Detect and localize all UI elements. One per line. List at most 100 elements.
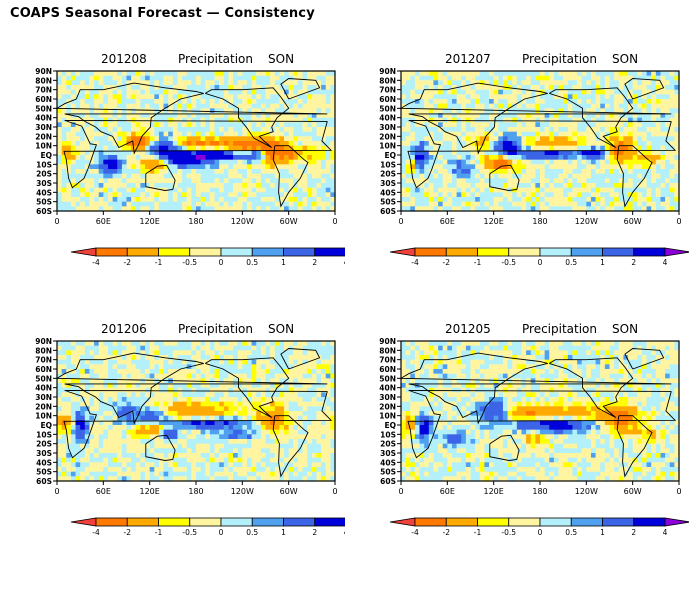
field-cell	[563, 122, 568, 127]
field-cell	[429, 127, 434, 132]
field-cell	[159, 364, 164, 369]
field-cell	[586, 90, 591, 95]
field-cell	[503, 164, 508, 169]
field-cell	[80, 416, 85, 421]
field-cell	[596, 178, 601, 183]
field-cell	[545, 188, 550, 193]
field-cell	[177, 183, 182, 188]
field-cell	[122, 136, 127, 141]
field-cell	[57, 99, 62, 104]
field-cell	[633, 80, 638, 85]
field-cell	[656, 178, 661, 183]
field-cell	[66, 425, 71, 430]
field-cell	[187, 132, 192, 137]
field-cell	[187, 155, 192, 160]
field-cell	[252, 104, 257, 109]
field-cell	[447, 127, 452, 132]
field-cell	[238, 155, 243, 160]
field-cell	[316, 118, 321, 123]
field-cell	[108, 80, 113, 85]
field-cell	[647, 174, 652, 179]
field-cell	[76, 155, 81, 160]
field-cell	[610, 192, 615, 197]
field-cell	[568, 202, 573, 207]
field-cell	[57, 122, 62, 127]
field-cell	[94, 406, 99, 411]
field-cell	[293, 169, 298, 174]
field-cell	[457, 169, 462, 174]
field-cell	[670, 80, 675, 85]
field-cell	[279, 192, 284, 197]
field-cell	[62, 416, 67, 421]
field-cell	[531, 118, 536, 123]
field-cell	[256, 350, 261, 355]
field-cell	[415, 155, 420, 160]
field-cell	[210, 76, 215, 81]
field-cell	[228, 76, 233, 81]
field-cell	[159, 392, 164, 397]
field-cell	[57, 402, 62, 407]
field-cell	[80, 76, 85, 81]
field-cell	[508, 127, 513, 132]
field-cell	[270, 374, 275, 379]
field-cell	[57, 346, 62, 351]
field-cell	[307, 71, 312, 76]
colorbar-segment	[478, 248, 509, 256]
field-cell	[247, 108, 252, 113]
field-cell	[238, 420, 243, 425]
field-cell	[113, 397, 118, 402]
field-cell	[531, 132, 536, 137]
field-cell	[298, 197, 303, 202]
field-cell	[596, 141, 601, 146]
field-cell	[215, 392, 220, 397]
field-cell	[159, 411, 164, 416]
field-cell	[633, 150, 638, 155]
field-cell	[150, 411, 155, 416]
field-cell	[62, 378, 67, 383]
field-cell	[642, 183, 647, 188]
field-cell	[228, 164, 233, 169]
field-cell	[159, 146, 164, 151]
field-cell	[406, 90, 411, 95]
field-cell	[205, 80, 210, 85]
field-cell	[136, 104, 141, 109]
field-cell	[461, 132, 466, 137]
field-cell	[321, 192, 326, 197]
field-cell	[651, 136, 656, 141]
field-cell	[154, 85, 159, 90]
field-cell	[270, 192, 275, 197]
field-cell	[215, 108, 220, 113]
field-cell	[136, 160, 141, 165]
field-cell	[140, 364, 145, 369]
field-cell	[99, 136, 104, 141]
field-cell	[261, 160, 266, 165]
field-cell	[270, 406, 275, 411]
field-cell	[475, 188, 480, 193]
field-cell	[526, 174, 531, 179]
field-cell	[293, 132, 298, 137]
field-cell	[224, 94, 229, 99]
field-cell	[136, 202, 141, 207]
field-cell	[94, 174, 99, 179]
field-cell	[113, 99, 118, 104]
field-cell	[586, 150, 591, 155]
field-cell	[164, 99, 169, 104]
field-cell	[224, 397, 229, 402]
field-cell	[452, 104, 457, 109]
field-cell	[252, 350, 257, 355]
field-cell	[238, 188, 243, 193]
field-cell	[150, 192, 155, 197]
field-cell	[321, 360, 326, 365]
field-cell	[168, 197, 173, 202]
field-cell	[582, 71, 587, 76]
field-cell	[261, 127, 266, 132]
field-cell	[122, 425, 127, 430]
field-cell	[545, 146, 550, 151]
field-cell	[316, 369, 321, 374]
field-cell	[191, 425, 196, 430]
field-cell	[670, 150, 675, 155]
field-cell	[545, 197, 550, 202]
field-cell	[233, 155, 238, 160]
field-cell	[205, 397, 210, 402]
